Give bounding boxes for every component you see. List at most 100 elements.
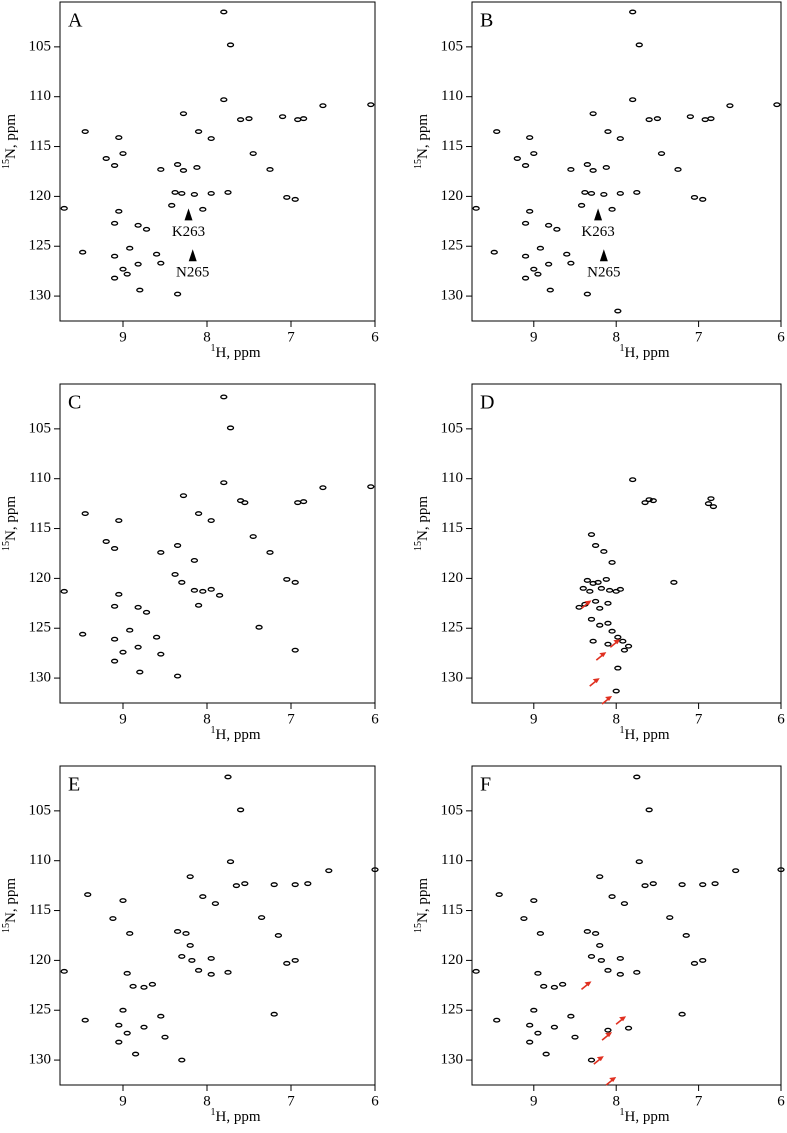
y-tick-label: 105	[441, 802, 464, 818]
peak	[472, 968, 480, 974]
peak	[526, 208, 534, 214]
peak	[521, 220, 530, 226]
annotation-triangle	[594, 208, 603, 221]
peak	[102, 539, 110, 544]
plot-frame	[59, 383, 376, 704]
x-tick-label: 7	[695, 329, 703, 345]
peak	[567, 260, 575, 266]
peak	[645, 807, 653, 813]
y-axis-label: 15N, ppm	[413, 878, 431, 933]
y-tick-label: 130	[441, 288, 464, 304]
peak	[152, 634, 161, 640]
peak	[612, 688, 620, 694]
x-axis-label: 1H, ppm	[211, 343, 261, 361]
y-axis-label-sup: 15	[1, 541, 12, 551]
peak	[583, 577, 592, 583]
panel-label: B	[480, 10, 493, 32]
peak	[190, 191, 199, 197]
peak	[583, 929, 592, 934]
plot-frame	[471, 1, 782, 322]
peak	[110, 603, 119, 609]
panel-label: F	[480, 774, 491, 796]
peak	[110, 220, 119, 226]
x-tick-label: 9	[119, 711, 127, 727]
peak	[587, 1057, 596, 1063]
peak	[211, 901, 220, 907]
peak	[190, 557, 199, 563]
peak	[641, 883, 649, 889]
peak	[178, 1057, 186, 1063]
peak	[255, 624, 263, 630]
peak	[583, 162, 592, 167]
peak	[579, 585, 587, 591]
peak	[674, 167, 682, 172]
peak	[699, 196, 707, 202]
y-tick-label: 125	[29, 1002, 52, 1018]
peak	[245, 116, 253, 122]
peak	[291, 882, 299, 888]
peak	[119, 1007, 127, 1013]
peak	[60, 588, 68, 594]
x-tick-label: 9	[530, 329, 538, 345]
peak	[81, 1017, 89, 1023]
x-tick-label: 6	[777, 329, 785, 345]
peak	[123, 271, 131, 277]
peak	[179, 168, 188, 173]
peak	[119, 266, 127, 272]
peak	[207, 955, 215, 961]
peak	[220, 480, 228, 486]
peak	[60, 205, 68, 211]
peak	[291, 579, 299, 585]
peak	[134, 222, 142, 228]
x-tick-label: 7	[695, 711, 703, 727]
x-tick-label: 8	[612, 329, 620, 345]
peak	[291, 647, 299, 653]
peak	[371, 867, 379, 873]
y-tick-label: 110	[441, 88, 463, 104]
peak	[157, 260, 165, 266]
x-axis-label-sup: 1	[620, 1107, 625, 1118]
peak	[266, 167, 274, 172]
peak	[544, 222, 553, 228]
peak	[81, 511, 89, 517]
y-tick-label: 120	[441, 570, 464, 586]
x-tick-label: 8	[612, 1093, 620, 1109]
peak	[131, 1051, 140, 1057]
peak	[294, 117, 302, 123]
peak	[704, 501, 713, 507]
annotation-label: K263	[172, 224, 205, 240]
peak	[129, 983, 137, 989]
peak	[616, 136, 624, 142]
peak	[110, 163, 119, 168]
peak	[102, 156, 110, 161]
peak	[540, 983, 548, 989]
peak	[220, 9, 228, 15]
peak	[79, 249, 87, 255]
peak	[534, 970, 542, 976]
peak	[589, 638, 597, 644]
arrow-head	[596, 1056, 604, 1062]
peak	[115, 208, 123, 214]
peak	[119, 151, 127, 156]
y-tick-label: 115	[29, 138, 51, 154]
peak	[319, 103, 327, 109]
peak	[199, 206, 207, 212]
peak	[558, 981, 567, 987]
y-axis-label-sup: 15	[413, 159, 424, 169]
peak	[472, 205, 480, 211]
peak	[157, 651, 165, 657]
peak	[620, 647, 629, 653]
peak	[207, 136, 215, 142]
y-axis-label-text: N, ppm	[3, 114, 19, 159]
peak	[134, 644, 142, 650]
x-tick-label: 6	[371, 329, 379, 345]
peak	[629, 9, 637, 15]
annotation-triangle	[188, 249, 197, 262]
peak	[586, 588, 594, 594]
arrow-head	[599, 652, 607, 658]
y-axis-label: 15N, ppm	[1, 114, 19, 169]
y-tick-label: 115	[441, 520, 463, 536]
peak	[550, 984, 559, 990]
